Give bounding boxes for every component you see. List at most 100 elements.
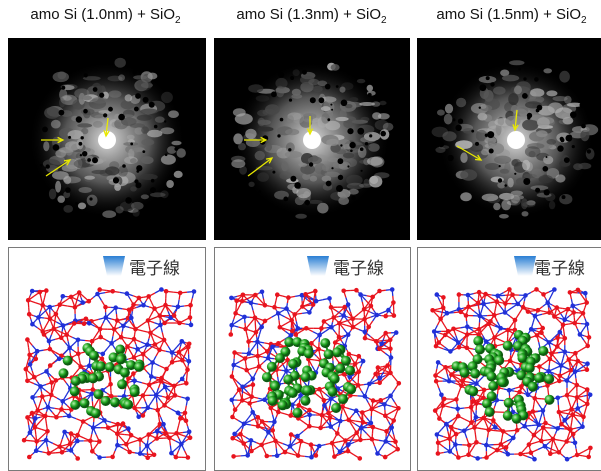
oxygen-atom bbox=[140, 413, 146, 418]
speckle bbox=[335, 149, 347, 155]
oxygen-atom bbox=[332, 454, 337, 459]
oxygen-atom bbox=[157, 347, 162, 353]
oxygen-atom bbox=[68, 294, 74, 300]
dark-speck bbox=[534, 77, 539, 82]
oxygen-atom bbox=[476, 332, 481, 337]
si-atom bbox=[262, 397, 267, 402]
si-atom bbox=[298, 393, 303, 398]
speckle bbox=[147, 72, 158, 80]
oxygen-atom bbox=[35, 408, 40, 413]
si-atom bbox=[241, 421, 247, 427]
speckle bbox=[435, 146, 446, 153]
oxygen-atom bbox=[438, 316, 443, 322]
speckle bbox=[304, 165, 311, 175]
oxygen-atom bbox=[510, 292, 515, 298]
si-atom bbox=[316, 443, 322, 449]
speckle bbox=[173, 170, 183, 178]
speckle bbox=[160, 154, 176, 165]
speckle bbox=[522, 201, 536, 208]
speckle bbox=[509, 60, 525, 66]
speckle bbox=[321, 175, 332, 182]
oxygen-atom bbox=[318, 425, 323, 431]
oxygen-atom bbox=[165, 395, 171, 400]
oxygen-atom bbox=[132, 405, 137, 411]
speckle bbox=[130, 158, 137, 164]
dark-speck bbox=[586, 149, 592, 154]
oxygen-atom bbox=[239, 298, 245, 304]
oxygen-atom bbox=[290, 328, 295, 334]
speckle bbox=[500, 69, 510, 77]
speckle bbox=[257, 117, 266, 127]
electron-beam-label-1: 電子線 bbox=[129, 259, 180, 279]
si-atom bbox=[100, 351, 106, 357]
oxygen-atom bbox=[155, 407, 160, 413]
dark-speck bbox=[122, 164, 126, 168]
speckle bbox=[275, 77, 288, 89]
speckle bbox=[136, 114, 152, 121]
dark-speck bbox=[148, 101, 155, 108]
si-atom bbox=[38, 384, 43, 389]
si-atom bbox=[129, 315, 134, 321]
si-atom bbox=[33, 416, 38, 421]
dark-speck bbox=[116, 214, 120, 218]
dark-speck bbox=[479, 84, 487, 92]
speckle bbox=[257, 126, 274, 132]
speckle bbox=[133, 75, 148, 80]
speckle bbox=[343, 118, 354, 129]
speckle bbox=[42, 159, 61, 169]
speckle bbox=[82, 76, 101, 81]
oxygen-atom bbox=[396, 381, 402, 386]
oxygen-atom bbox=[110, 289, 115, 294]
oxygen-atom bbox=[99, 356, 105, 362]
speckle bbox=[140, 194, 149, 200]
oxygen-atom bbox=[309, 341, 314, 346]
si-atom bbox=[477, 313, 483, 319]
oxygen-atom bbox=[97, 439, 102, 444]
si-cluster-atom bbox=[70, 376, 81, 386]
speckle bbox=[81, 127, 89, 135]
oxygen-atom bbox=[118, 334, 124, 340]
oxygen-atom bbox=[308, 442, 314, 447]
oxygen-atom bbox=[370, 294, 375, 300]
oxygen-atom bbox=[456, 292, 462, 297]
speckle bbox=[279, 171, 292, 180]
oxygen-atom bbox=[180, 358, 185, 363]
oxygen-atom bbox=[72, 304, 78, 310]
speckle bbox=[309, 175, 318, 182]
speckle bbox=[480, 104, 487, 109]
speckle bbox=[317, 80, 328, 87]
oxygen-atom bbox=[383, 330, 388, 336]
panel-1-title: amo Si (1.0nm) + SiO2 bbox=[8, 6, 203, 34]
si-atom bbox=[498, 325, 503, 331]
oxygen-atom bbox=[163, 430, 168, 436]
oxygen-atom bbox=[230, 414, 235, 420]
si-atom bbox=[248, 438, 254, 443]
si-atom bbox=[126, 426, 131, 431]
si-atom bbox=[266, 430, 271, 435]
dark-speck bbox=[543, 189, 550, 196]
oxygen-atom bbox=[242, 356, 248, 361]
oxygen-atom bbox=[105, 425, 111, 431]
si-atom bbox=[434, 432, 440, 437]
oxygen-atom bbox=[136, 295, 142, 301]
dark-speck bbox=[294, 182, 301, 189]
oxygen-atom bbox=[247, 401, 252, 406]
si-atom bbox=[169, 450, 174, 456]
speckle bbox=[122, 109, 135, 118]
oxygen-atom bbox=[464, 332, 470, 337]
si-atom bbox=[288, 333, 294, 338]
speckle bbox=[317, 202, 329, 214]
arrowhead-icon bbox=[512, 124, 519, 132]
si-atom bbox=[186, 429, 192, 434]
si-atom bbox=[493, 425, 498, 430]
si-cluster-atom bbox=[323, 349, 334, 360]
oxygen-atom bbox=[140, 393, 146, 398]
dark-speck bbox=[330, 103, 333, 106]
si-atom bbox=[307, 412, 312, 418]
dark-speck bbox=[351, 195, 356, 201]
speckle bbox=[499, 214, 509, 219]
si-cluster-atom bbox=[275, 353, 285, 364]
bond-network bbox=[23, 288, 195, 459]
oxygen-atom bbox=[148, 330, 153, 336]
speckle bbox=[130, 186, 137, 192]
